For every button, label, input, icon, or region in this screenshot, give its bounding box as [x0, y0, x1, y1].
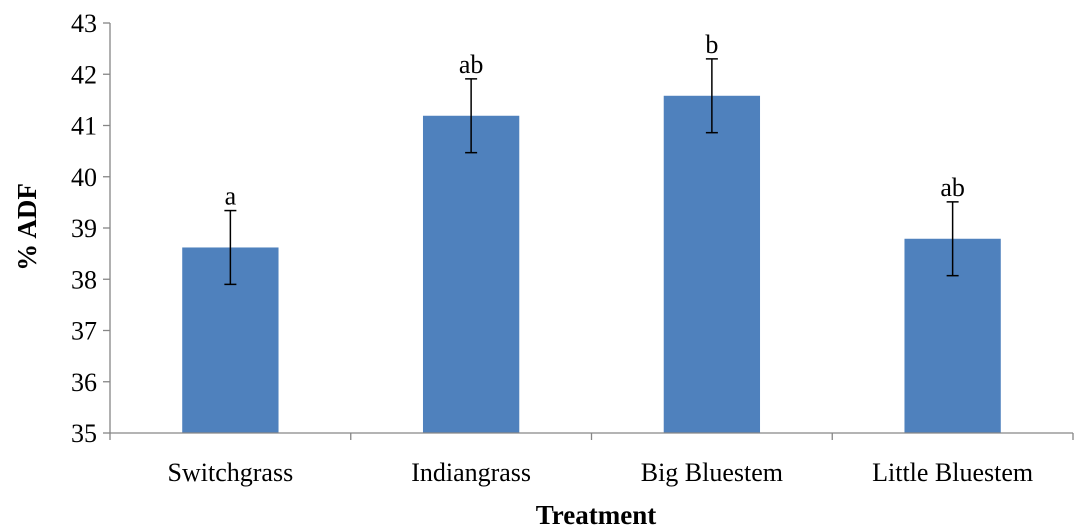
y-tick-label: 35	[71, 419, 97, 448]
bar	[422, 115, 520, 433]
y-tick-label: 41	[71, 112, 97, 141]
category-labels: Switchgrass Indiangrass Big Bluestem Little…	[168, 458, 1034, 487]
category-label: Big Bluestem	[641, 458, 783, 487]
category-label: Switchgrass	[168, 458, 294, 487]
y-axis-ticks: 35 36 37 38 39 40 41 42 43	[71, 9, 110, 448]
significance-label: ab	[940, 173, 965, 202]
bar	[663, 95, 761, 434]
error-bars	[224, 58, 959, 286]
x-axis-title: Treatment	[536, 500, 656, 530]
y-tick-label: 42	[71, 60, 97, 89]
significance-label: b	[705, 30, 718, 59]
significance-label: ab	[459, 50, 484, 79]
y-tick-label: 43	[71, 9, 97, 38]
y-tick-label: 39	[71, 214, 97, 243]
y-tick-label: 38	[71, 265, 97, 294]
y-axis-title: % ADF	[12, 183, 42, 271]
category-label: Indiangrass	[411, 458, 531, 487]
y-tick-label: 40	[71, 163, 97, 192]
significance-labels: a ab b ab	[225, 30, 965, 211]
y-tick-label: 37	[71, 317, 97, 346]
x-axis	[109, 432, 1074, 440]
significance-label: a	[225, 182, 237, 211]
category-label: Little Bluestem	[872, 458, 1033, 487]
y-tick-label: 36	[71, 368, 97, 397]
bars	[182, 95, 1001, 434]
